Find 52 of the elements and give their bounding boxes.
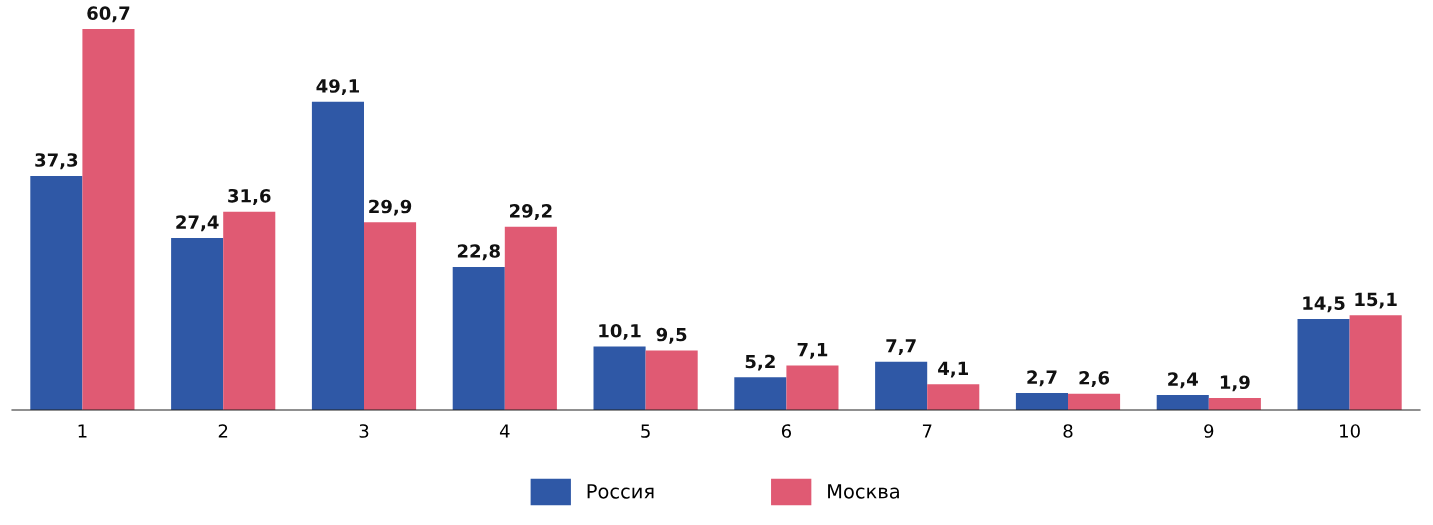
- data-label: 2,7: [1027, 370, 1057, 387]
- bar: [1068, 393, 1121, 410]
- legend-label: Россия: [587, 484, 654, 499]
- data-label: 5,2: [745, 354, 775, 371]
- bar: [171, 238, 224, 410]
- x-tick-label: 1: [78, 424, 87, 438]
- bar: [504, 226, 557, 410]
- data-label: 31,6: [228, 188, 271, 205]
- x-tick-label: 9: [1204, 424, 1214, 438]
- data-label: 60,7: [87, 6, 130, 23]
- data-label: 10,1: [599, 323, 641, 340]
- bar: [311, 101, 364, 410]
- bar: [875, 361, 928, 410]
- bar: [223, 211, 276, 410]
- x-tick-label: 6: [781, 424, 792, 438]
- data-label: 9,5: [656, 327, 687, 344]
- x-tick-label: 5: [641, 424, 650, 438]
- data-label: 2,6: [1079, 370, 1110, 387]
- data-label: 15,1: [1355, 292, 1397, 309]
- bar: [1156, 394, 1209, 410]
- x-tick-label: 4: [499, 424, 510, 438]
- bar: [82, 29, 135, 410]
- x-tick-label: 7: [922, 424, 932, 438]
- data-label: 7,1: [797, 342, 828, 359]
- bar: [30, 175, 83, 410]
- bar: [1015, 393, 1068, 410]
- bar: [593, 346, 646, 410]
- bar: [786, 365, 839, 410]
- bar: [1349, 315, 1402, 410]
- bar: [927, 384, 980, 410]
- data-label: 37,3: [35, 153, 78, 170]
- bar: [452, 266, 505, 410]
- data-label: 27,4: [176, 215, 219, 232]
- bar: [1297, 319, 1350, 410]
- x-tick-label: 3: [359, 424, 369, 438]
- data-label: 1,9: [1220, 375, 1250, 392]
- data-label: 14,5: [1303, 296, 1345, 313]
- x-tick-label: 10: [1340, 424, 1360, 438]
- bar: [1208, 398, 1261, 410]
- data-label: 29,2: [510, 204, 552, 220]
- data-label: 22,8: [457, 244, 500, 261]
- data-label: 2,4: [1168, 372, 1198, 389]
- data-label: 49,1: [316, 79, 359, 96]
- x-tick-label: 8: [1063, 424, 1073, 438]
- bar: [734, 377, 787, 410]
- data-label: 4,1: [938, 361, 968, 378]
- x-tick-label: 2: [218, 424, 228, 438]
- bar: [645, 350, 698, 410]
- legend-label: Москва: [828, 484, 899, 499]
- data-label: 7,7: [886, 339, 916, 355]
- bar: [364, 222, 417, 410]
- data-label: 29,9: [369, 199, 412, 216]
